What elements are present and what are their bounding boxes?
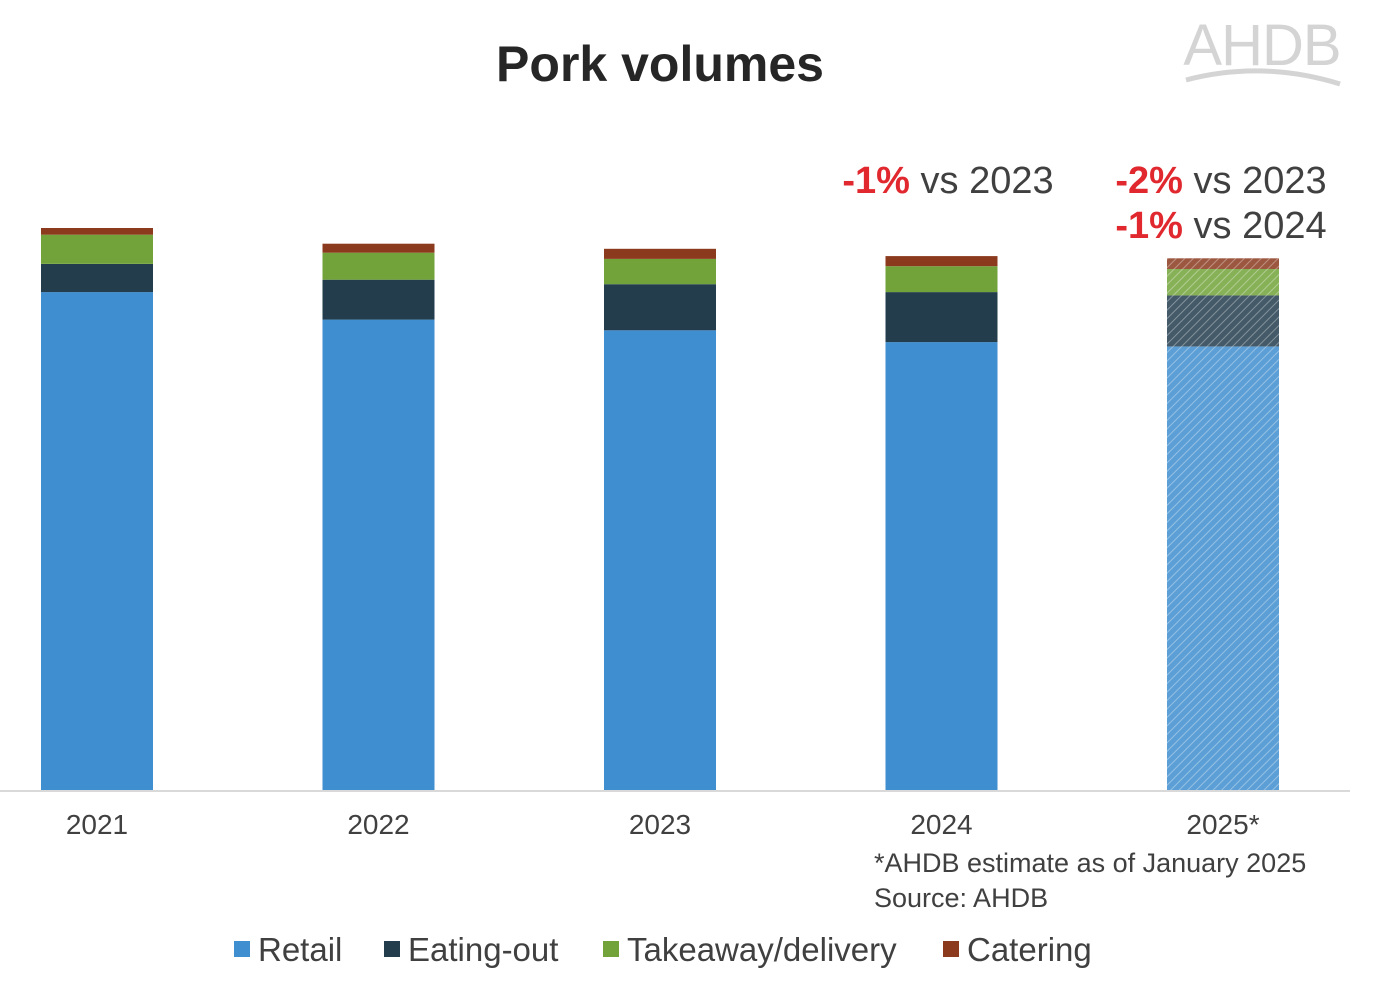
chart-title: Pork volumes: [496, 36, 824, 92]
bars-group: [41, 228, 1279, 790]
annotation-percent: -2%: [1115, 160, 1183, 202]
legend-swatch-eating-out: [384, 941, 400, 957]
bar-catering-2024: [885, 256, 998, 267]
bar-eating-out-2021: [41, 264, 153, 293]
annotation-2025-line-1: -2% vs 2023: [1115, 160, 1326, 202]
x-tick-label-2023: 2023: [629, 809, 691, 840]
bar-retail-2023: [604, 330, 716, 790]
legend-label-catering: Catering: [967, 931, 1092, 968]
bar-takeaway-delivery-2021: [41, 234, 153, 264]
annotation-comparison: vs 2023: [910, 160, 1054, 202]
x-tick-label-2025: 2025*: [1186, 809, 1259, 840]
legend-swatch-takeaway-delivery: [603, 941, 619, 957]
x-tick-label-2022: 2022: [347, 809, 409, 840]
ahdb-logo: AHDB: [1183, 13, 1342, 87]
footnotes-group: *AHDB estimate as of January 2025 Source:…: [874, 848, 1306, 913]
bar-catering-2023: [604, 248, 716, 259]
bar-hatch-takeaway-delivery-2025: [1167, 269, 1279, 296]
bar-hatch-eating-out-2025: [1167, 295, 1279, 347]
legend-swatch-catering: [943, 941, 959, 957]
annotation-comparison: vs 2023: [1183, 160, 1327, 202]
bar-hatch-retail-2025: [1167, 346, 1279, 790]
ahdb-logo-text: AHDB: [1183, 13, 1340, 78]
bar-retail-2022: [322, 319, 435, 790]
annotation-percent: -1%: [842, 160, 910, 202]
bar-hatch-catering-2025: [1167, 258, 1279, 269]
bar-takeaway-delivery-2022: [322, 252, 435, 280]
bar-retail-2021: [41, 292, 153, 790]
legend-label-retail: Retail: [258, 931, 342, 968]
bar-takeaway-delivery-2024: [885, 266, 998, 293]
footnote-source: Source: AHDB: [874, 883, 1048, 913]
annotation-2024-line-1: -1% vs 2023: [842, 160, 1053, 202]
annotation-percent: -1%: [1115, 205, 1183, 247]
bar-eating-out-2024: [885, 292, 998, 343]
annotation-2025-line-2: -1% vs 2024: [1115, 205, 1326, 247]
x-tick-label-2024: 2024: [910, 809, 972, 840]
bar-catering-2022: [322, 243, 435, 253]
legend-swatch-retail: [234, 941, 250, 957]
bar-takeaway-delivery-2023: [604, 258, 716, 285]
annotations-group: -1% vs 2023 -2% vs 2023-1% vs 2024: [842, 160, 1326, 247]
legend-label-takeaway-delivery: Takeaway/delivery: [627, 931, 897, 968]
ahdb-logo-swoosh: [1185, 68, 1341, 87]
bar-eating-out-2023: [604, 284, 716, 331]
legend-item-retail: Retail: [234, 931, 342, 968]
bar-eating-out-2022: [322, 279, 435, 320]
x-tick-label-2021: 2021: [66, 809, 128, 840]
x-axis-ticks: 2021 2022 2023 2024 2025*: [66, 809, 1260, 840]
footnote-estimate: *AHDB estimate as of January 2025: [874, 848, 1306, 878]
legend-item-eating-out: Eating-out: [384, 931, 558, 968]
legend: Retail Eating-out Takeaway/delivery Caterin…: [234, 931, 1092, 968]
annotation-comparison: vs 2024: [1183, 205, 1327, 247]
legend-item-catering: Catering: [943, 931, 1092, 968]
legend-label-eating-out: Eating-out: [408, 931, 558, 968]
bar-catering-2021: [41, 228, 153, 235]
legend-item-takeaway-delivery: Takeaway/delivery: [603, 931, 897, 968]
bar-retail-2024: [885, 342, 998, 790]
